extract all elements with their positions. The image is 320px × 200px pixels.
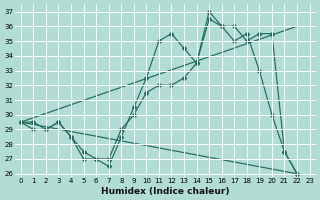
X-axis label: Humidex (Indice chaleur): Humidex (Indice chaleur) <box>101 187 229 196</box>
